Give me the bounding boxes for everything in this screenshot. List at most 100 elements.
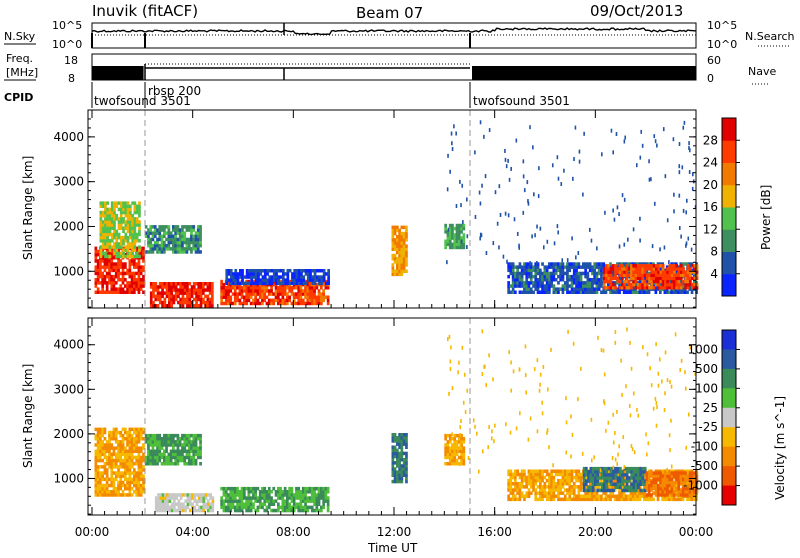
heat-cell: [573, 278, 576, 282]
heat-cell: [186, 285, 189, 289]
heat-cell: [444, 443, 447, 447]
heat-cell: [135, 262, 138, 266]
heat-cell: [262, 282, 265, 286]
heat-cell: [394, 436, 397, 440]
heat-cell: [140, 456, 143, 460]
heat-cell: [559, 473, 562, 477]
heat-cell: [460, 227, 463, 231]
heat-cell: [548, 272, 551, 276]
heat-cell: [142, 265, 145, 269]
heat-cell: [136, 211, 139, 215]
heat-cell: [272, 499, 275, 503]
heat-cell: [119, 456, 122, 460]
heat-cell: [119, 440, 122, 444]
heat-cell: [687, 270, 690, 274]
heat-cell: [186, 228, 189, 232]
heat-cell: [168, 459, 171, 463]
heat-cell: [227, 296, 230, 300]
heat-cell: [544, 476, 547, 480]
heat-cell: [548, 287, 551, 291]
heat-cell: [309, 272, 312, 276]
heat-cell: [453, 462, 456, 466]
cpid-label: CPID: [4, 91, 33, 104]
heat-cell: [99, 450, 102, 454]
heat-cell: [605, 470, 608, 474]
heat-cell: [101, 471, 104, 475]
heat-cell: [632, 495, 635, 499]
heat-cell: [120, 217, 123, 221]
heat-cell: [273, 272, 276, 276]
heat-cell: [666, 291, 669, 295]
heat-cell: [272, 299, 275, 303]
heat-cell: [405, 442, 408, 446]
heat-cell: [181, 247, 184, 251]
heat-cell: [444, 246, 447, 250]
heat-cell: [211, 295, 214, 299]
heat-cell: [286, 503, 289, 507]
heat-cell: [444, 450, 447, 454]
heat-cell: [189, 493, 192, 497]
heat-cell: [127, 239, 130, 243]
heat-cell: [537, 269, 540, 273]
heat-cell: [626, 483, 629, 487]
heat-cell: [179, 437, 182, 441]
heat-cell: [610, 489, 613, 493]
heat-cell: [553, 278, 556, 282]
heat-cell: [162, 499, 165, 503]
heat-cell: [154, 295, 157, 299]
heat-cell: [119, 262, 122, 266]
heat-cell: [640, 156, 642, 160]
heat-cell: [637, 470, 640, 474]
heat-cell: [521, 269, 524, 273]
heat-cell: [108, 265, 111, 269]
heat-cell: [598, 495, 601, 499]
heat-cell: [637, 479, 640, 483]
heat-cell: [172, 437, 175, 441]
heat-cell: [628, 467, 631, 471]
heat-cell: [302, 302, 305, 306]
heat-cell: [657, 270, 660, 274]
heat-cell: [122, 459, 125, 463]
heat-cell: [266, 499, 269, 503]
heat-cell: [575, 278, 578, 282]
heat-cell: [516, 281, 519, 285]
heat-cell: [656, 144, 658, 148]
heat-cell: [453, 124, 455, 128]
heat-cell: [396, 477, 399, 481]
heat-cell: [152, 456, 155, 460]
heat-cell: [539, 482, 542, 486]
heat-cell: [687, 277, 690, 281]
heat-cell: [512, 491, 515, 495]
heat-cell: [152, 235, 155, 239]
heat-cell: [589, 498, 592, 502]
heat-cell: [197, 235, 200, 239]
heat-cell: [197, 288, 200, 292]
heat-cell: [612, 283, 615, 287]
heat-cell: [154, 288, 157, 292]
heat-cell: [621, 283, 624, 287]
heat-cell: [106, 450, 109, 454]
heat-cell: [673, 484, 676, 488]
heat-cell: [598, 281, 601, 285]
heat-cell: [229, 289, 232, 293]
heat-cell: [168, 434, 171, 438]
heat-cell: [115, 265, 118, 269]
heat-cell: [652, 498, 655, 502]
heat-cell: [239, 299, 242, 303]
heat-cell: [236, 493, 239, 497]
heat-cell: [671, 264, 674, 268]
heat-cell: [272, 487, 275, 491]
heat-cell: [140, 272, 143, 276]
heat-cell: [193, 291, 196, 295]
heat-cell: [607, 264, 610, 268]
heat-cell: [463, 233, 466, 237]
heat-cell: [108, 450, 111, 454]
heat-cell: [106, 487, 109, 491]
heat-cell: [580, 495, 583, 499]
heat-cell: [514, 498, 517, 502]
heat-cell: [179, 282, 182, 286]
heat-cell: [282, 493, 285, 497]
heat-cell: [534, 272, 537, 276]
heat-cell: [641, 280, 644, 284]
